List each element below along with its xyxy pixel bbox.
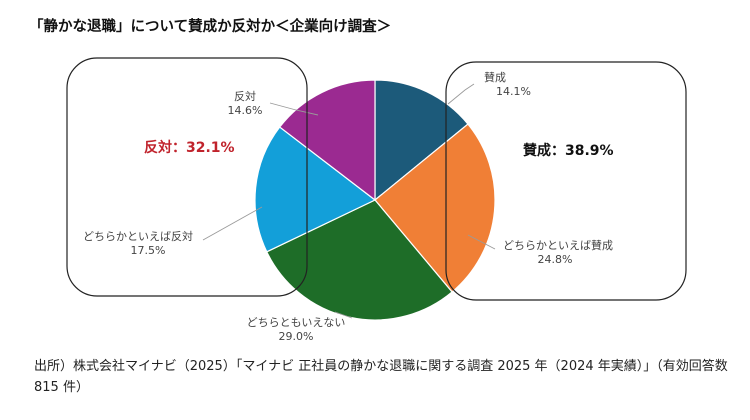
pie-slice-4 xyxy=(254,126,377,253)
leader-line-1 xyxy=(447,83,475,105)
slice-value-4: 17.5% xyxy=(131,244,166,257)
leader-lines xyxy=(202,83,496,319)
slice-value-5: 14.6% xyxy=(228,104,263,117)
slice-label-2: どちらかといえば賛成 xyxy=(503,238,613,252)
leader-line-4 xyxy=(202,206,263,241)
pie-slice-2 xyxy=(374,123,496,293)
slice-label-3: どちらともいえない xyxy=(247,316,346,329)
pie-slice-1 xyxy=(374,79,469,202)
leader-line-2 xyxy=(467,234,496,250)
slice-label-1: 賛成 xyxy=(484,70,506,84)
group-box-oppose xyxy=(66,57,308,297)
source-note: 出所）株式会社マイナビ（2025）「マイナビ 正社員の静かな退職に関する調査 2… xyxy=(34,359,728,395)
slice-value-3: 29.0% xyxy=(279,330,314,343)
slice-label-5: 反対 xyxy=(234,89,256,103)
group-label-oppose: 反対：32.1% xyxy=(144,139,235,156)
group-box-agree xyxy=(445,61,687,301)
leader-line-5 xyxy=(269,102,319,116)
slice-value-2: 24.8% xyxy=(538,253,573,266)
slice-value-1: 14.1% xyxy=(496,85,531,98)
chart-title: 「静かな退職」について賛成か反対か＜企業向け調査＞ xyxy=(29,19,392,35)
group-label-agree: 賛成：38.9% xyxy=(523,142,614,159)
leader-line-3 xyxy=(334,311,353,319)
pie-slices xyxy=(254,79,496,321)
slice-label-4: どちらかといえば反対 xyxy=(83,229,193,243)
pie-slice-5 xyxy=(278,79,376,202)
